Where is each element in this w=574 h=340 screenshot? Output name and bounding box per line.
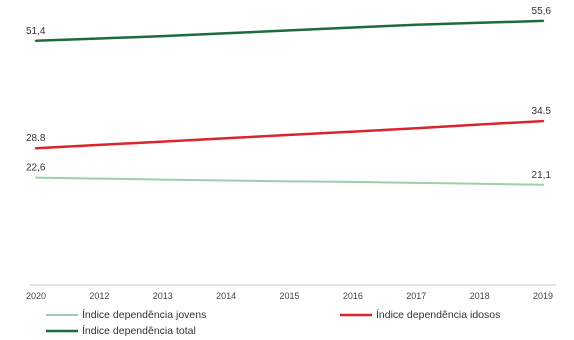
plot-area: 2020 2012 2013 2014 2015 2016 2017 2018 2019 22,… <box>26 6 556 301</box>
data-labels: 22,6 21,1 28.8 34.5 51,4 55,6 <box>26 6 551 181</box>
x-tick-label-1: 2012 <box>89 291 109 301</box>
legend: Índice dependência jovens Índice dependên… <box>46 308 500 337</box>
x-tick-labels: 2020 2012 2013 2014 2015 2016 2017 2018 2019 <box>26 291 553 301</box>
legend-label-1: Índice dependência idosos <box>376 308 500 321</box>
legend-label-0: Índice dependência jovens <box>82 308 206 321</box>
series-line-0 <box>35 176 544 186</box>
series-line-1 <box>34 119 545 150</box>
data-label-first-0: 22,6 <box>26 163 46 174</box>
x-tick-label-6: 2017 <box>406 291 426 301</box>
x-tick-label-7: 2018 <box>470 291 490 301</box>
data-label-first-1: 28.8 <box>26 133 46 144</box>
x-tick-label-2: 2013 <box>153 291 173 301</box>
legend-label-2: Índice dependência total <box>82 324 196 337</box>
x-tick-label-8: 2019 <box>533 291 553 301</box>
series-lines <box>34 19 545 186</box>
x-tick-label-3: 2014 <box>216 291 236 301</box>
x-tick-label-5: 2016 <box>343 291 363 301</box>
series-line-2 <box>34 19 545 43</box>
data-label-last-1: 34.5 <box>532 106 552 117</box>
x-tick-label-4: 2015 <box>279 291 299 301</box>
data-label-last-2: 55,6 <box>532 6 552 17</box>
data-label-last-0: 21,1 <box>532 170 552 181</box>
x-tick-label-0: 2020 <box>26 291 46 301</box>
data-label-first-2: 51,4 <box>26 26 46 37</box>
